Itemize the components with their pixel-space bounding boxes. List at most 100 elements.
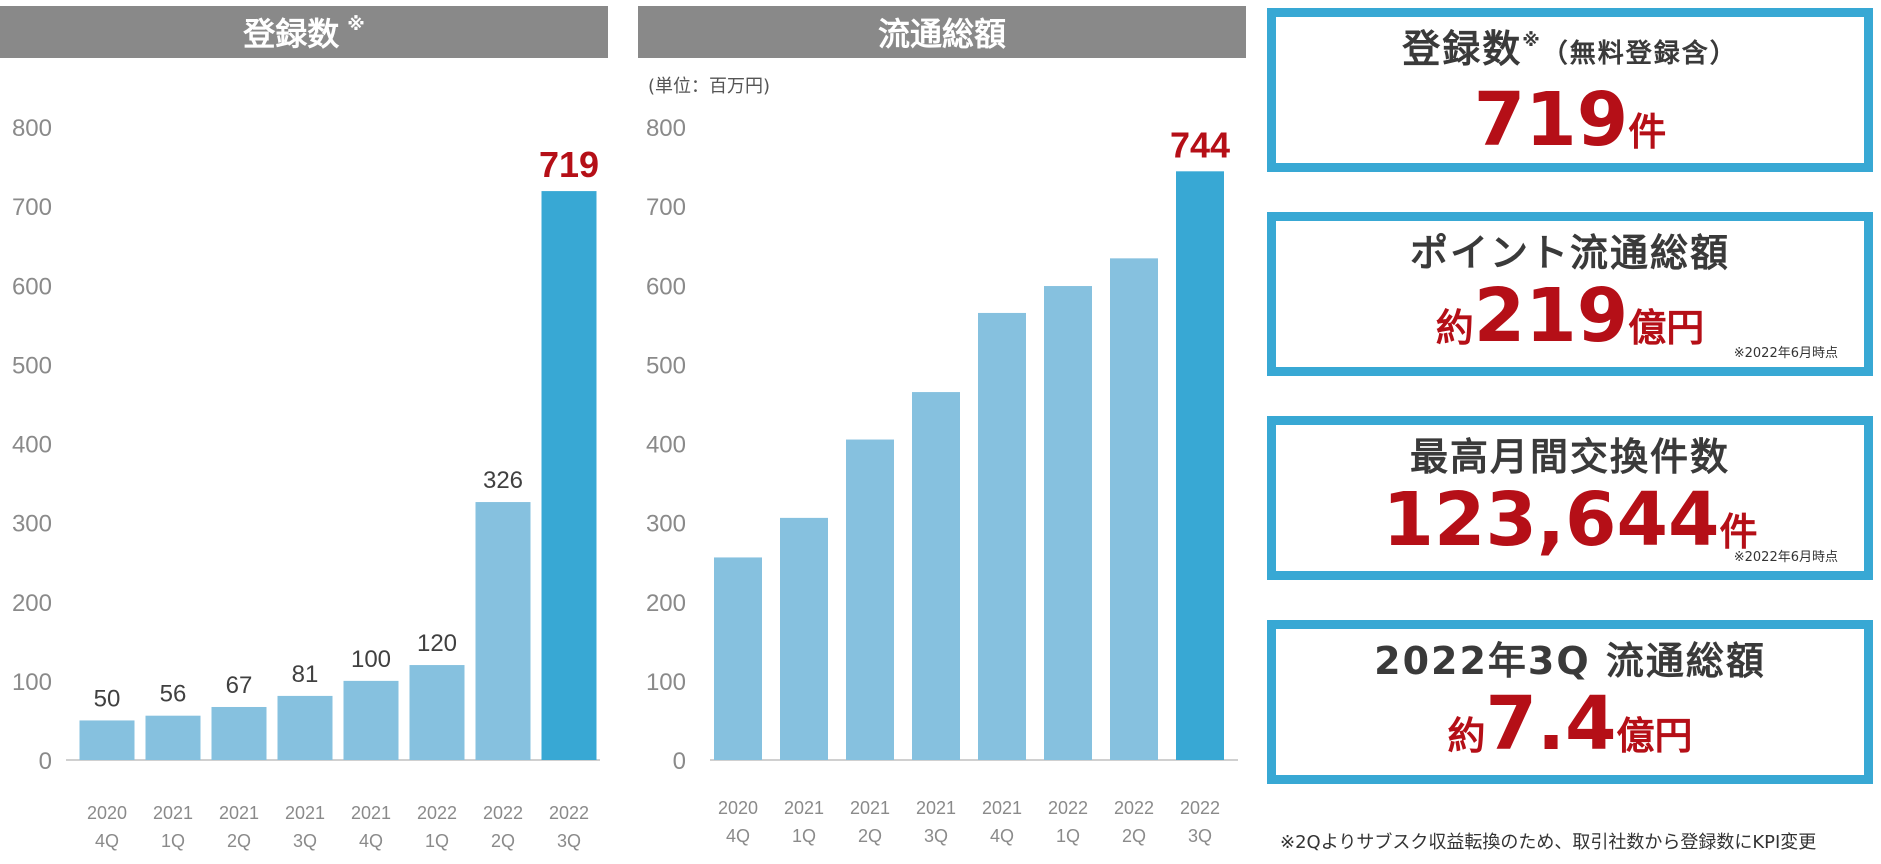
data-label: 100 bbox=[351, 646, 391, 673]
bar bbox=[1176, 171, 1224, 760]
bar bbox=[978, 312, 1026, 760]
data-label: 50 bbox=[94, 685, 121, 712]
kpi-gmv-number: 7.4 bbox=[1485, 681, 1617, 767]
x-tick-label-quarter: 2Q bbox=[227, 831, 251, 851]
kpi-registrations-value: 719件 bbox=[1276, 83, 1864, 157]
kpi-exchanges-box: 最高月間交換件数 123,644件 ※2022年6月時点 bbox=[1267, 416, 1873, 580]
x-tick-label-year: 2022 bbox=[483, 803, 523, 823]
data-label: 326 bbox=[483, 467, 523, 494]
y-tick-label: 300 bbox=[646, 511, 686, 538]
x-tick-label-year: 2021 bbox=[916, 798, 956, 818]
bar bbox=[79, 720, 135, 760]
bar bbox=[912, 392, 960, 760]
data-label: 67 bbox=[226, 672, 253, 699]
x-tick-label-year: 2022 bbox=[549, 803, 589, 823]
bar bbox=[277, 695, 333, 760]
x-tick-label-quarter: 1Q bbox=[161, 831, 185, 851]
y-tick-label: 500 bbox=[12, 352, 52, 379]
y-tick-label: 200 bbox=[12, 590, 52, 617]
registrations-bar-chart: 0 100 200 300 400 500 600 700 800 50 2020 4Q 56 2021 1… bbox=[12, 115, 600, 851]
kpi-exchanges-number: 123,644 bbox=[1382, 477, 1720, 563]
kpi-points-note: ※2022年6月時点 bbox=[1733, 346, 1838, 361]
kpi-points-box: ポイント流通総額 約219億円 ※2022年6月時点 bbox=[1267, 212, 1873, 376]
y-tick-label: 500 bbox=[646, 352, 686, 379]
registrations-chart-title: 登録数 bbox=[243, 15, 340, 53]
y-tick-label: 100 bbox=[12, 669, 52, 696]
x-tick-label-year: 2021 bbox=[850, 798, 890, 818]
bar bbox=[541, 191, 597, 760]
kpi-points-title: ポイント流通総額 bbox=[1409, 231, 1730, 275]
gmv-chart-title: 流通総額 bbox=[877, 15, 1006, 53]
x-tick-label-quarter: 2Q bbox=[491, 831, 515, 851]
bar bbox=[1110, 258, 1158, 760]
x-tick-label-year: 2021 bbox=[982, 798, 1022, 818]
data-label: 744 bbox=[1170, 124, 1230, 165]
gmv-bar-chart: 0 100 200 300 400 500 600 700 800 2020 4Q 2021 1Q 202… bbox=[646, 115, 1238, 846]
registrations-chart-header: 登録数 ※ bbox=[0, 6, 608, 58]
y-tick-label: 0 bbox=[673, 748, 686, 775]
registrations-chart-title-mark: ※ bbox=[347, 13, 365, 35]
x-tick-label-quarter: 3Q bbox=[1188, 826, 1212, 846]
bar bbox=[343, 680, 399, 760]
bar bbox=[780, 517, 828, 760]
kpi-gmv-prefix: 約 bbox=[1447, 714, 1486, 758]
kpi-registrations-number: 719 bbox=[1473, 77, 1629, 163]
bar bbox=[846, 439, 894, 760]
x-tick-label-quarter: 3Q bbox=[924, 826, 948, 846]
kpi-exchanges-note: ※2022年6月時点 bbox=[1733, 550, 1838, 565]
bar bbox=[475, 502, 531, 760]
data-label: 81 bbox=[292, 661, 319, 688]
bar bbox=[145, 715, 201, 760]
bar bbox=[211, 706, 267, 760]
x-tick-label-quarter: 1Q bbox=[792, 826, 816, 846]
x-tick-label-quarter: 3Q bbox=[293, 831, 317, 851]
kpi-gmv-title: 2022年3Q 流通総額 bbox=[1374, 639, 1766, 683]
x-tick-label-year: 2021 bbox=[219, 803, 259, 823]
bar bbox=[714, 557, 762, 760]
x-tick-label-quarter: 2Q bbox=[858, 826, 882, 846]
x-tick-label-year: 2022 bbox=[1114, 798, 1154, 818]
data-label: 120 bbox=[417, 630, 457, 657]
x-tick-label-quarter: 4Q bbox=[95, 831, 119, 851]
y-tick-label: 800 bbox=[12, 115, 52, 142]
x-tick-label-year: 2021 bbox=[351, 803, 391, 823]
kpi-registrations-mark: ※ bbox=[1522, 30, 1542, 51]
y-tick-label: 600 bbox=[12, 273, 52, 300]
kpi-points-unit: 億円 bbox=[1628, 306, 1705, 350]
gmv-unit-label: (単位：百万円) bbox=[648, 76, 771, 97]
x-tick-label-quarter: 4Q bbox=[359, 831, 383, 851]
y-tick-label: 700 bbox=[12, 194, 52, 221]
y-tick-label: 400 bbox=[12, 432, 52, 459]
kpi-exchanges-value: 123,644件 bbox=[1276, 483, 1864, 557]
kpi-registrations-suffix: （無料登録含） bbox=[1541, 39, 1738, 69]
x-tick-label-year: 2021 bbox=[285, 803, 325, 823]
x-tick-label-year: 2021 bbox=[153, 803, 193, 823]
y-tick-label: 400 bbox=[646, 432, 686, 459]
kpi-gmv-box: 2022年3Q 流通総額 約7.4億円 bbox=[1267, 620, 1873, 784]
footnote: ※2Qよりサブスク収益転換のため、取引社数から登録数にKPI変更 bbox=[1280, 832, 1817, 853]
x-tick-label-quarter: 4Q bbox=[990, 826, 1014, 846]
x-tick-label-year: 2022 bbox=[1180, 798, 1220, 818]
bar bbox=[409, 665, 465, 760]
x-tick-label-quarter: 1Q bbox=[1056, 826, 1080, 846]
kpi-gmv-value: 約7.4億円 bbox=[1276, 687, 1864, 761]
x-tick-label-year: 2020 bbox=[87, 803, 127, 823]
x-tick-label-quarter: 1Q bbox=[425, 831, 449, 851]
kpi-registrations-box: 登録数※（無料登録含） 719件 bbox=[1267, 8, 1873, 172]
x-tick-label-year: 2021 bbox=[784, 798, 824, 818]
data-label: 719 bbox=[539, 144, 599, 185]
x-tick-label-quarter: 4Q bbox=[726, 826, 750, 846]
x-tick-label-year: 2022 bbox=[1048, 798, 1088, 818]
kpi-exchanges-title: 最高月間交換件数 bbox=[1409, 435, 1730, 479]
kpi-registrations-title-text: 登録数 bbox=[1402, 27, 1523, 71]
y-tick-label: 0 bbox=[39, 748, 52, 775]
x-tick-label-year: 2022 bbox=[417, 803, 457, 823]
y-tick-label: 800 bbox=[646, 115, 686, 142]
y-tick-label: 100 bbox=[646, 669, 686, 696]
y-tick-label: 600 bbox=[646, 273, 686, 300]
gmv-chart-header: 流通総額 bbox=[638, 6, 1246, 58]
kpi-registrations-title: 登録数※（無料登録含） bbox=[1276, 27, 1864, 79]
y-tick-label: 700 bbox=[646, 194, 686, 221]
kpi-points-prefix: 約 bbox=[1435, 306, 1474, 350]
data-label: 56 bbox=[160, 681, 187, 708]
